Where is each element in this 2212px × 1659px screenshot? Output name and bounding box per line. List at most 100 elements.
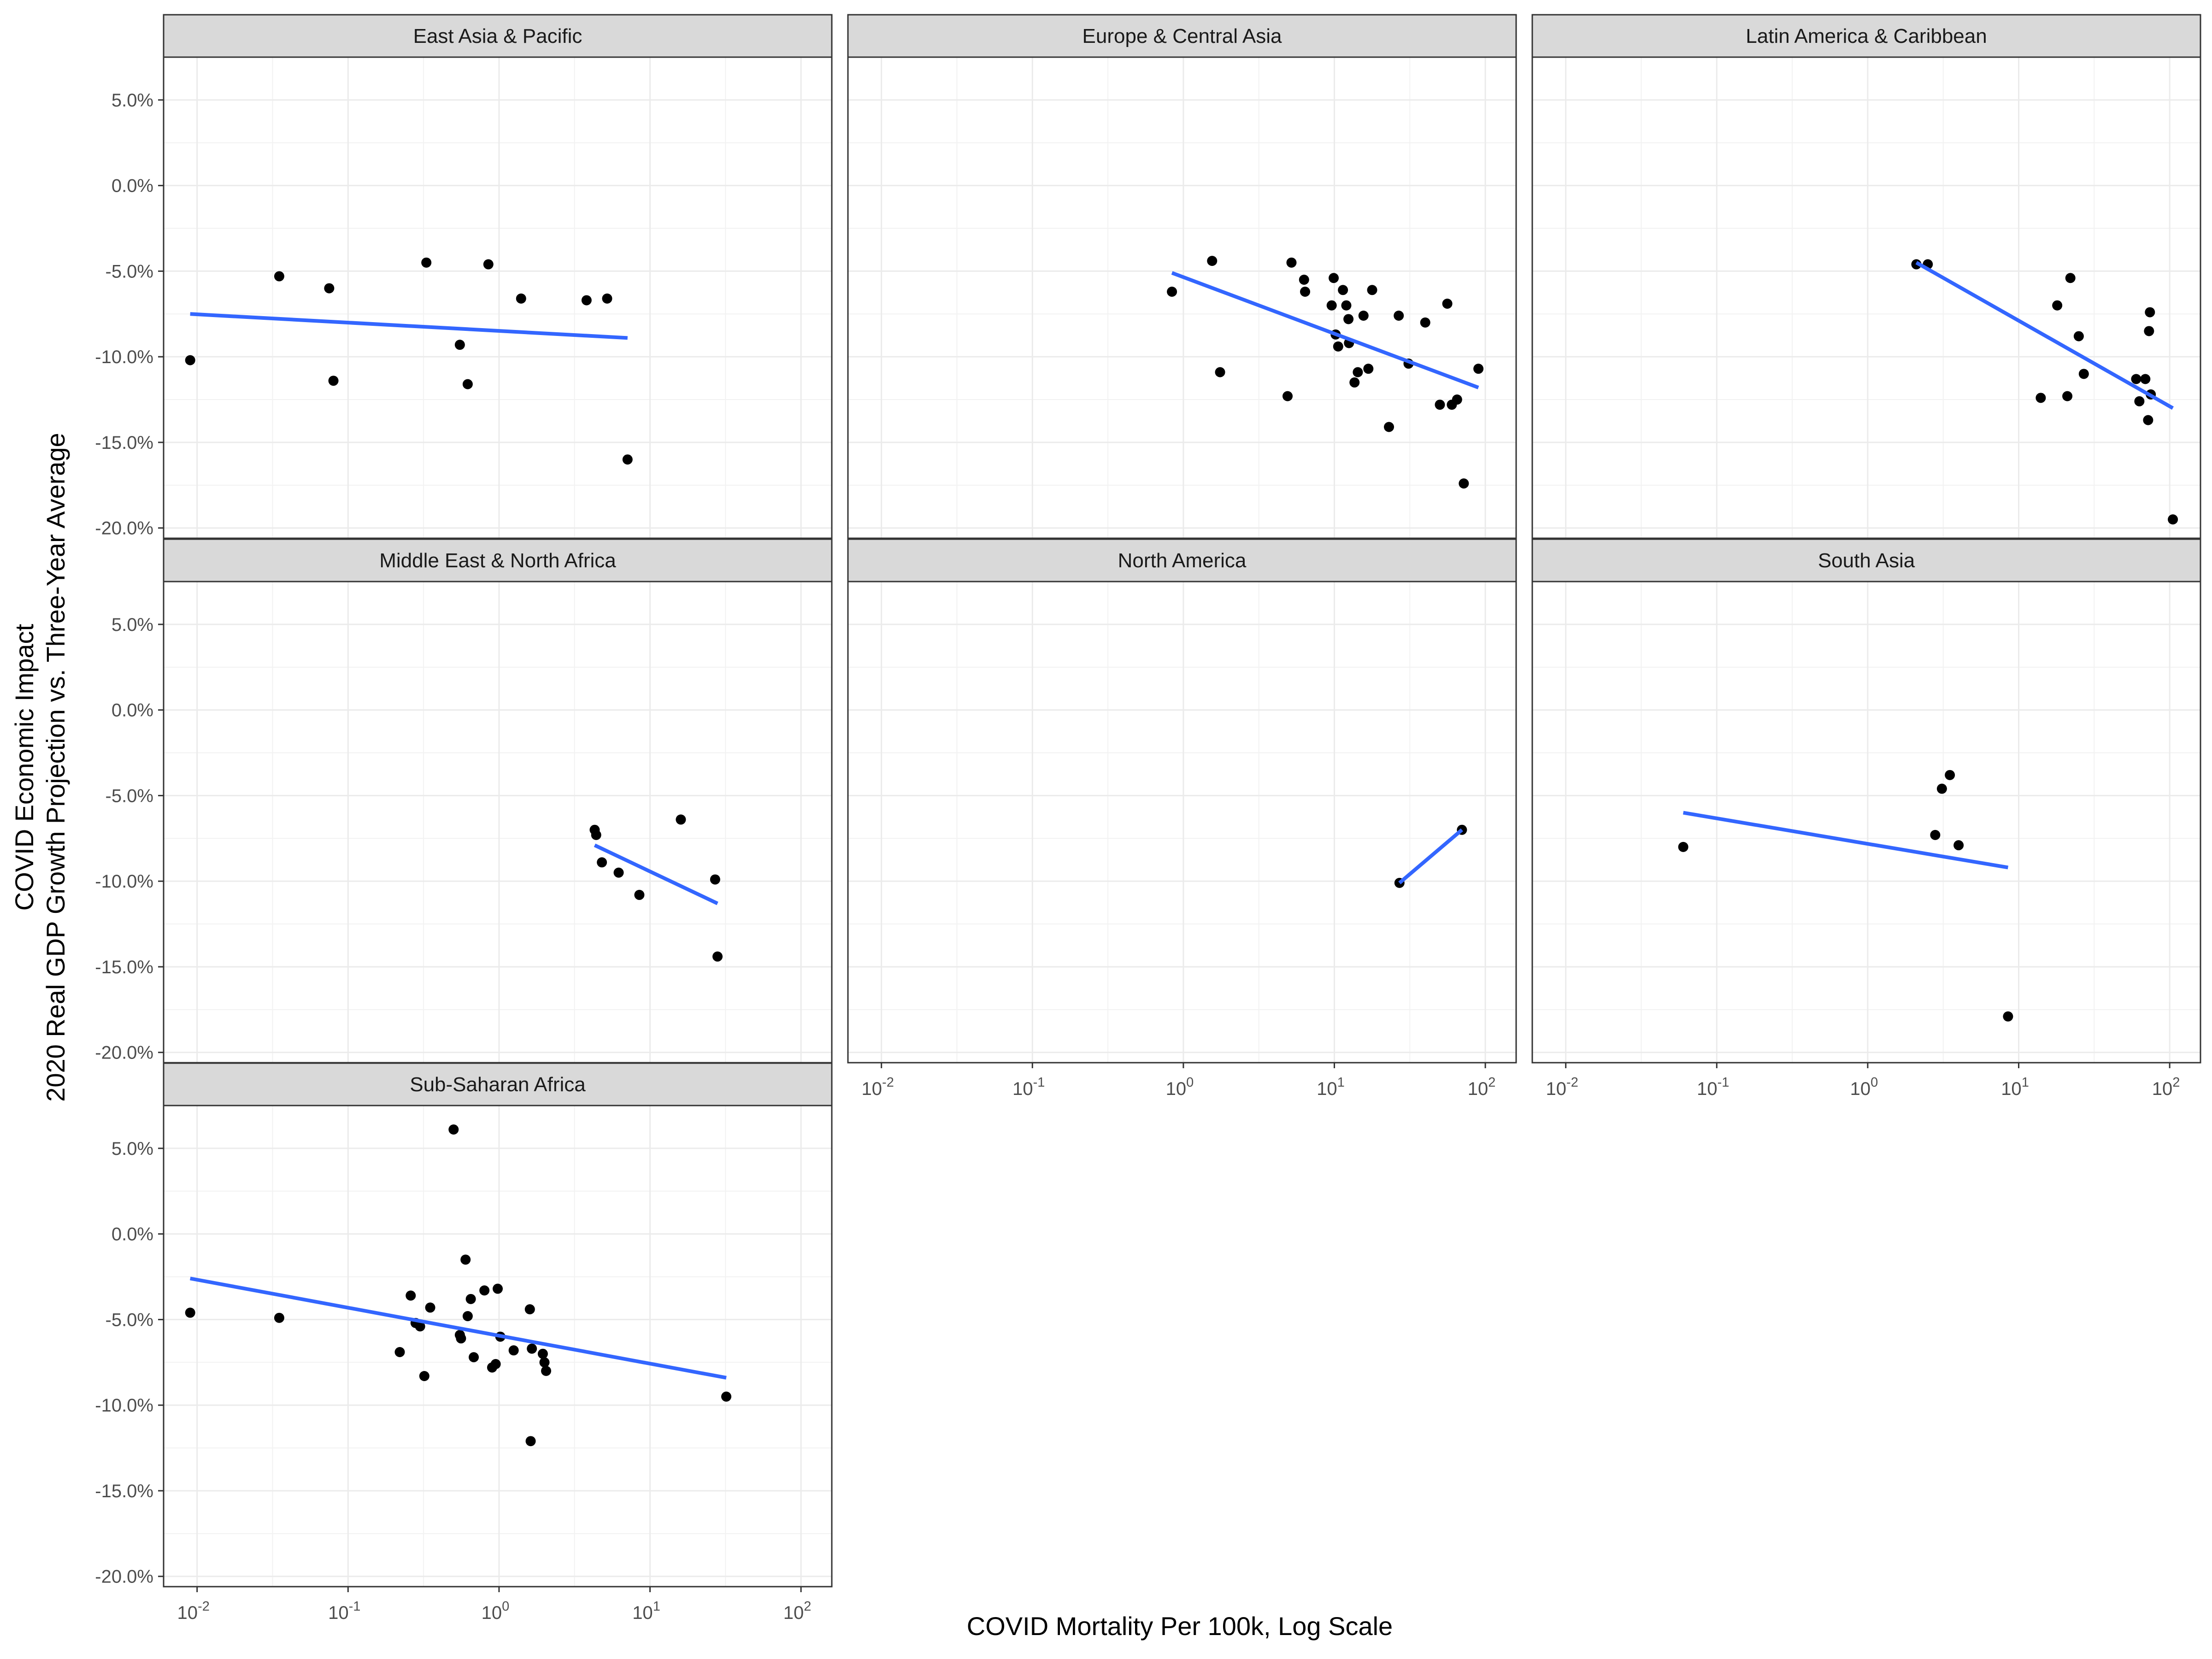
- panel-border: [163, 56, 833, 539]
- facet-strip: [847, 14, 1517, 58]
- x-tick-label: 10-2: [1546, 1075, 1578, 1099]
- data-point: [2003, 1011, 2013, 1022]
- data-point: [2078, 369, 2089, 379]
- data-point: [421, 257, 432, 268]
- data-point: [2052, 300, 2063, 311]
- data-point: [462, 379, 473, 389]
- data-point: [2143, 415, 2153, 425]
- data-point: [456, 1333, 466, 1344]
- data-point: [508, 1345, 519, 1356]
- x-tick-label: 102: [2152, 1075, 2180, 1099]
- data-point: [2062, 391, 2073, 401]
- facet-strip: [1531, 538, 2201, 582]
- data-point: [1945, 770, 1955, 780]
- y-tick-label: -10.0%: [95, 871, 153, 892]
- trend-line: [190, 312, 628, 340]
- data-point: [415, 1321, 425, 1332]
- x-tick-label: 102: [783, 1599, 812, 1623]
- data-point: [469, 1352, 479, 1363]
- y-tick-label: 0.0%: [112, 176, 153, 196]
- data-point: [524, 1304, 535, 1315]
- data-point: [1452, 394, 1462, 405]
- x-tick-label: 101: [2001, 1075, 2029, 1099]
- data-point: [676, 814, 686, 825]
- data-point: [712, 951, 723, 962]
- data-point: [2073, 331, 2084, 341]
- facet-panel: South Asia 10-2 10-1 100 101 102: [1531, 538, 2201, 1099]
- data-point: [1341, 300, 1352, 311]
- data-point: [1343, 314, 1354, 324]
- panel-background: [1532, 57, 2200, 538]
- panel-border: [847, 56, 1517, 539]
- data-point: [406, 1290, 416, 1301]
- facet-strip: [847, 538, 1517, 582]
- trend-line: [1171, 271, 1479, 389]
- facet-panel: North America 10-2 10-1 100 101 102: [847, 538, 1517, 1099]
- facet-panel: East Asia & Pacific 5.0% 0.0% -5.0% -10.0% -1…: [95, 14, 833, 539]
- data-point: [394, 1347, 405, 1358]
- y-tick-label: 0.0%: [112, 1224, 153, 1245]
- data-point: [185, 1307, 195, 1318]
- data-point: [721, 1391, 732, 1402]
- facet-strip-label: North America: [1118, 549, 1247, 572]
- facet-strip: [163, 1062, 833, 1106]
- data-point: [591, 830, 601, 840]
- data-point: [2145, 307, 2155, 318]
- y-tick-label: -5.0%: [106, 786, 154, 806]
- data-point: [1358, 311, 1369, 321]
- facet-panel: Sub-Saharan Africa 5.0% 0.0% -5.0% -10.0% -15…: [95, 1062, 833, 1623]
- facet-strip-label: Sub-Saharan Africa: [410, 1073, 586, 1096]
- data-point: [525, 1436, 536, 1447]
- data-point: [490, 1359, 501, 1370]
- data-point: [462, 1311, 473, 1321]
- data-point: [597, 857, 607, 868]
- data-point: [581, 295, 592, 306]
- data-point: [1936, 783, 1947, 794]
- x-tick-label: 100: [482, 1599, 510, 1623]
- data-point: [1333, 341, 1343, 352]
- y-tick-label: 5.0%: [112, 615, 153, 635]
- y-tick-label: -20.0%: [95, 1043, 153, 1063]
- data-point: [493, 1283, 503, 1294]
- y-tick-label: 5.0%: [112, 1139, 153, 1159]
- x-tick-label: 100: [1166, 1075, 1194, 1099]
- trend-line: [1683, 811, 2009, 870]
- panel-background: [848, 57, 1516, 538]
- data-point: [454, 340, 465, 350]
- data-point: [613, 867, 624, 878]
- data-point: [425, 1302, 435, 1313]
- facet-strip-label: Europe & Central Asia: [1082, 25, 1282, 47]
- data-point: [537, 1348, 548, 1359]
- x-tick-label: 10-2: [862, 1075, 894, 1099]
- data-point: [328, 376, 339, 386]
- y-tick-label: -20.0%: [95, 1567, 153, 1587]
- data-point: [2131, 374, 2141, 384]
- data-point: [541, 1365, 552, 1376]
- data-point: [483, 259, 494, 270]
- x-tick-label: 10-1: [328, 1599, 360, 1623]
- data-point: [1299, 274, 1309, 285]
- data-point: [419, 1371, 429, 1382]
- y-tick-label: -15.0%: [95, 957, 153, 977]
- panel-background: [164, 1106, 832, 1587]
- trend-line: [1915, 261, 2174, 410]
- x-tick-label: 10-1: [1697, 1075, 1729, 1099]
- data-point: [1367, 285, 1377, 295]
- facet-panel: Middle East & North Africa 5.0% 0.0% -5.0% -…: [95, 538, 833, 1064]
- y-tick-label: -15.0%: [95, 1481, 153, 1501]
- x-tick-label: 101: [632, 1599, 660, 1623]
- data-point: [1420, 317, 1430, 328]
- data-point: [1167, 286, 1177, 297]
- data-point: [2065, 273, 2076, 283]
- y-axis-title-line-1: COVID Economic Impact: [10, 624, 39, 911]
- facet-strip-label: Latin America & Caribbean: [1746, 25, 1987, 47]
- data-point: [1363, 364, 1374, 374]
- facet-panel: Europe & Central Asia: [847, 14, 1517, 539]
- data-point: [1349, 377, 1360, 388]
- facet-strip: [163, 14, 833, 58]
- data-point: [1338, 285, 1348, 295]
- data-point: [622, 454, 633, 465]
- data-point: [516, 293, 526, 304]
- data-point: [1459, 478, 1469, 489]
